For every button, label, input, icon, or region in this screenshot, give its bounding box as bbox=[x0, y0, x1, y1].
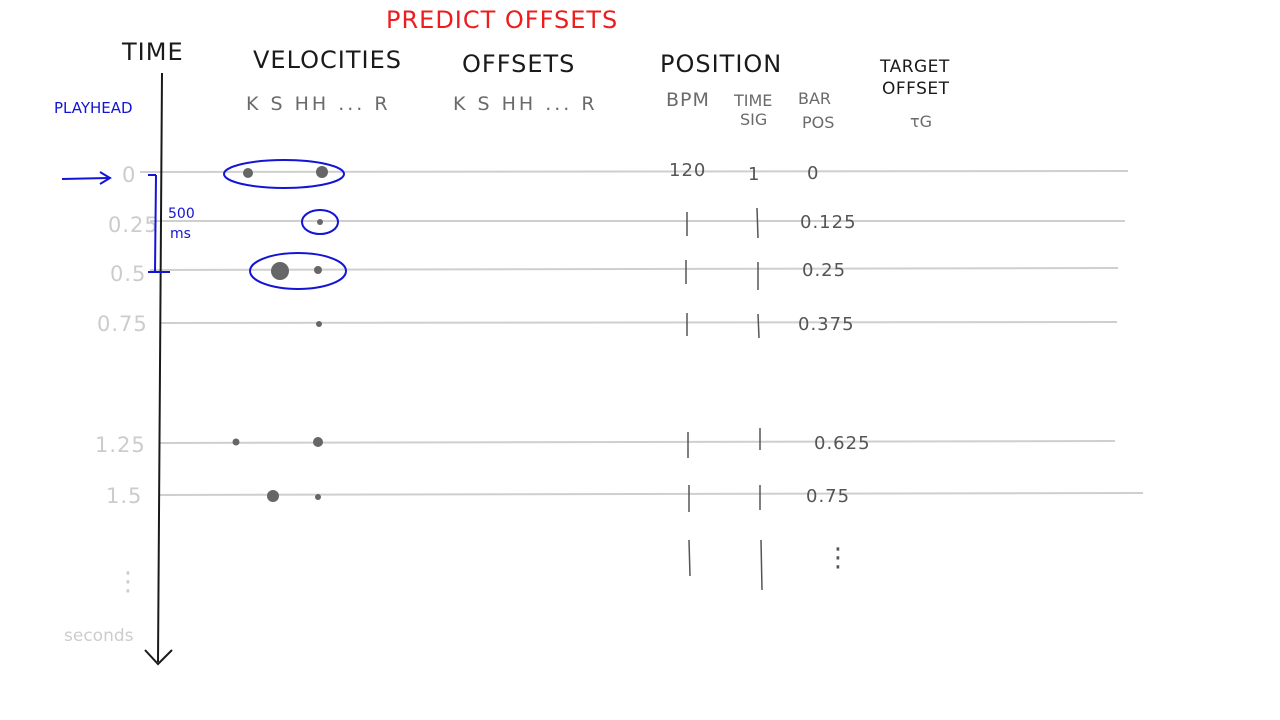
hit-dot bbox=[316, 166, 328, 178]
target-header-line1: TARGET bbox=[879, 57, 950, 77]
time-continuation: ⋮ bbox=[115, 567, 141, 597]
row-line bbox=[159, 440, 1116, 444]
timesig-header-line1: TIME bbox=[733, 91, 772, 110]
highlight-ellipse bbox=[249, 252, 347, 290]
hit-dot bbox=[243, 168, 253, 178]
timesig-value: 1 bbox=[748, 164, 760, 185]
highlight-ellipse bbox=[223, 159, 345, 189]
barpos-value: 0.375 bbox=[798, 314, 855, 335]
playhead-arrow bbox=[61, 177, 109, 180]
hit-dot bbox=[232, 438, 240, 446]
velocities-header: VELOCITIES bbox=[253, 46, 402, 74]
hit-dot bbox=[313, 437, 323, 447]
target-offset-symbol: τG bbox=[910, 112, 932, 131]
bpm-header: BPM bbox=[666, 89, 710, 111]
barpos-value: 0.25 bbox=[802, 260, 846, 281]
window-duration-value: 500 bbox=[168, 206, 195, 222]
hit-dot bbox=[315, 494, 321, 500]
time-label: 1.25 bbox=[95, 433, 146, 457]
timesig-header-line2: SIG bbox=[740, 110, 767, 129]
position-header: POSITION bbox=[660, 50, 782, 78]
diagram-title: PREDICT OFFSETS bbox=[386, 6, 618, 34]
barpos-value: 0 bbox=[807, 163, 819, 184]
time-label: 0.75 bbox=[97, 312, 148, 336]
velocities-instruments: K S HH ... R bbox=[246, 93, 391, 115]
barpos-header-line2: POS bbox=[802, 113, 834, 132]
barpos-header-line1: BAR bbox=[798, 89, 831, 108]
barpos-continuation: ⋮ bbox=[825, 543, 851, 573]
row-line bbox=[159, 492, 1144, 496]
time-label: 0.25 bbox=[108, 213, 159, 237]
playhead-arrowhead bbox=[99, 171, 112, 185]
target-header-line2: OFFSET bbox=[882, 79, 950, 99]
hit-dot bbox=[314, 266, 322, 274]
time-axis bbox=[157, 72, 163, 663]
hit-dot bbox=[267, 490, 279, 502]
time-label: 1.5 bbox=[106, 484, 142, 508]
offsets-header: OFFSETS bbox=[462, 50, 575, 78]
barpos-value: 0.75 bbox=[806, 486, 850, 507]
hit-dot bbox=[316, 321, 322, 327]
time-header: TIME bbox=[121, 38, 184, 66]
time-axis-arrowhead bbox=[144, 649, 173, 666]
time-label: 0.5 bbox=[110, 262, 146, 286]
window-highlights bbox=[223, 159, 347, 290]
position-continuation-ticks bbox=[685, 207, 763, 591]
time-label: 0 bbox=[122, 163, 136, 187]
row-line bbox=[159, 321, 1118, 324]
row-lines bbox=[139, 170, 1144, 496]
offsets-instruments: K S HH ... R bbox=[453, 93, 598, 115]
hit-dot bbox=[317, 219, 323, 225]
time-unit-label: seconds bbox=[64, 626, 134, 646]
window-duration-unit: ms bbox=[170, 226, 191, 242]
row-line bbox=[149, 267, 1119, 271]
row-line bbox=[139, 170, 1129, 173]
playhead-label: PLAYHEAD bbox=[54, 99, 133, 117]
window-bracket bbox=[148, 174, 170, 273]
barpos-value: 0.625 bbox=[814, 433, 871, 454]
velocity-hits bbox=[232, 166, 328, 502]
highlight-ellipse bbox=[301, 209, 339, 235]
barpos-value: 0.125 bbox=[800, 212, 857, 233]
bpm-value: 120 bbox=[669, 160, 706, 181]
hit-dot bbox=[271, 262, 289, 280]
